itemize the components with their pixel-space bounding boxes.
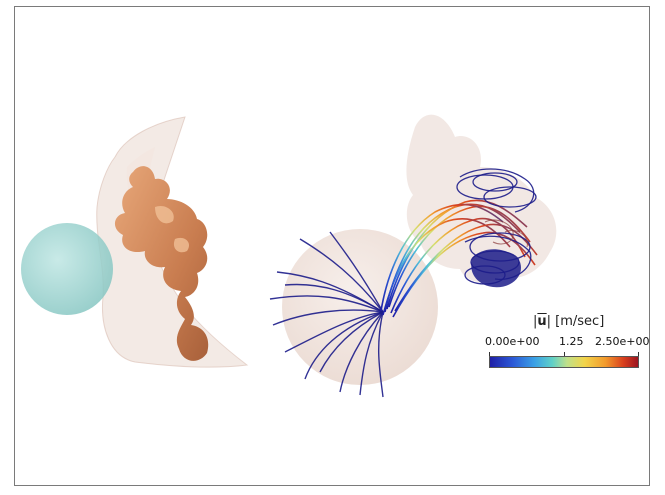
- legend-title-prefix: |: [533, 314, 538, 329]
- left-teal-sphere: [21, 223, 113, 315]
- left-anatomy-render: [21, 116, 249, 368]
- legend-title-suffix: | [m/sec]: [546, 314, 605, 329]
- flow-bundle-streamlines: [380, 199, 538, 318]
- figure-frame: |u| [m/sec] 0.00e+00 1.25 2.50e+00: [14, 6, 650, 486]
- legend-title: |u| [m/sec]: [533, 314, 604, 329]
- legend-mid-label: 1.25: [559, 335, 584, 348]
- sac-dark-core: [471, 249, 521, 288]
- visualization-canvas: [21, 114, 557, 398]
- sac-swirl-accents: [484, 219, 528, 248]
- left-copper-highlight: [155, 205, 190, 253]
- legend-tick-mid: [564, 352, 565, 356]
- legend-title-symbol: u: [537, 314, 547, 329]
- legend-max-label: 2.50e+00: [595, 335, 650, 348]
- legend-colorbar: [489, 356, 639, 368]
- legend-min-label: 0.00e+00: [485, 335, 540, 348]
- right-flow-render: [269, 114, 557, 398]
- velocity-legend: |u| [m/sec] 0.00e+00 1.25 2.50e+00: [485, 314, 650, 374]
- legend-tick-max: [638, 352, 639, 356]
- inlet-streamlines: [269, 231, 384, 398]
- legend-tick-min: [489, 352, 490, 356]
- left-copper-structure: [114, 166, 209, 361]
